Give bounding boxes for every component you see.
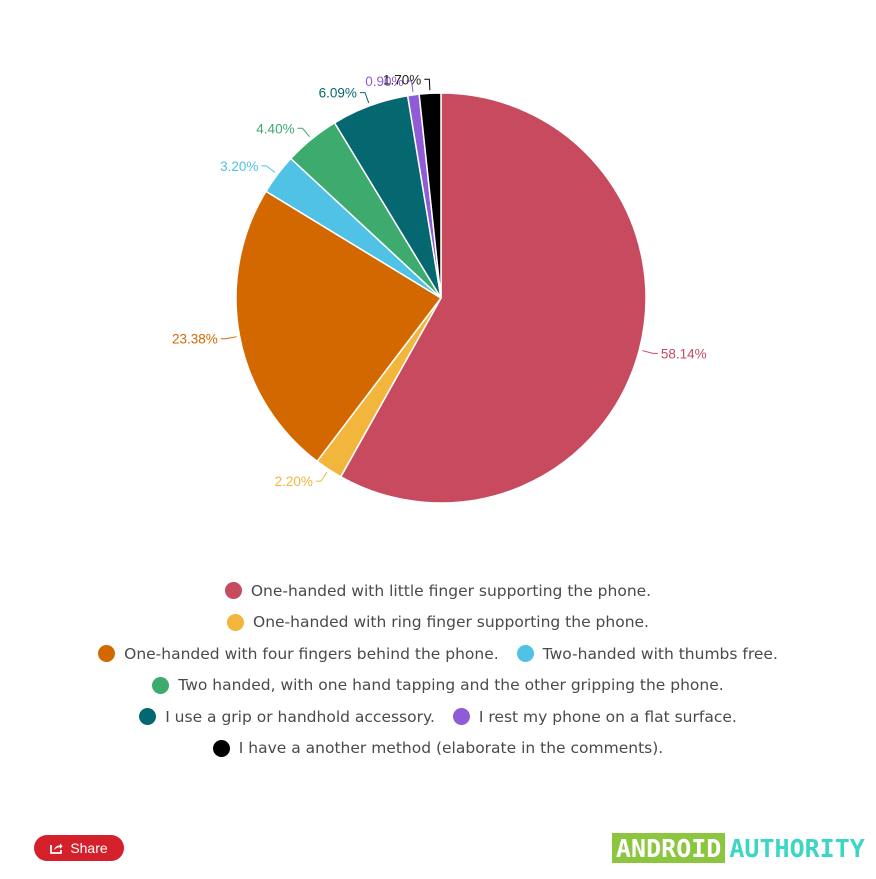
legend-label: I rest my phone on a flat surface. (478, 707, 737, 726)
legend-label: Two handed, with one hand tapping and th… (178, 676, 724, 695)
data-label-connector (424, 78, 431, 91)
data-label: 0.90% (365, 74, 403, 89)
chart-legend: One-handed with little finger supporting… (0, 575, 876, 764)
data-label: 58.14% (661, 346, 707, 361)
legend-row: I use a grip or handhold accessory. I res… (0, 701, 876, 733)
legend-row: One-handed with little finger supporting… (0, 575, 876, 607)
legend-item[interactable]: I use a grip or handhold accessory. (139, 708, 435, 726)
legend-row: One-handed with four fingers behind the … (0, 638, 876, 670)
legend-swatch (212, 739, 230, 757)
data-label-connector (406, 80, 414, 92)
data-label: 6.09% (319, 86, 357, 101)
legend-item[interactable]: Two handed, with one hand tapping and th… (152, 676, 724, 695)
legend-row: I have a another method (elaborate in th… (0, 733, 876, 765)
data-label-connector (220, 336, 237, 340)
legend-label: One-handed with little finger supporting… (250, 581, 652, 600)
data-label-connector (315, 471, 328, 482)
logo-authority-text: AUTHORITY (729, 833, 865, 863)
data-label: 3.20% (220, 159, 258, 174)
legend-label: I have a another method (elaborate in th… (238, 739, 664, 758)
data-label: 1.70% (383, 72, 421, 87)
share-label: Share (70, 840, 108, 856)
data-label-connector (642, 350, 658, 354)
legend-swatch (139, 708, 157, 726)
pie-chart: 58.14% 2.20% 23.38% 3.20% 4.40% 6.09% 0.90%1.7… (172, 72, 707, 504)
legend-item[interactable]: I rest my phone on a flat surface. (452, 707, 737, 726)
legend-item[interactable]: One-handed with four fingers behind the … (98, 645, 499, 663)
data-label: 23.38% (172, 332, 218, 347)
legend-row: Two handed, with one hand tapping and th… (0, 670, 876, 702)
legend-item[interactable]: I have a another method (elaborate in th… (212, 739, 664, 758)
android-authority-logo: ANDROID AUTHORITY (612, 833, 869, 863)
data-label-connector (297, 127, 310, 138)
legend-swatch (516, 645, 534, 663)
pie-slice[interactable] (418, 92, 442, 299)
pie-slice[interactable] (339, 92, 647, 504)
legend-swatch (152, 676, 170, 694)
share-button[interactable]: Share (34, 835, 124, 861)
logo-android-text: ANDROID (612, 833, 726, 863)
data-label: 2.20% (275, 474, 313, 489)
legend-item[interactable]: Two-handed with thumbs free. (516, 644, 778, 663)
legend-item[interactable]: One-handed with little finger supporting… (224, 581, 652, 600)
data-label-connector (261, 165, 276, 173)
legend-swatch (227, 613, 244, 631)
legend-swatch (224, 582, 242, 600)
legend-item[interactable]: One-handed with ring finger supporting t… (227, 613, 649, 631)
legend-row: One-handed with ring finger supporting t… (0, 607, 876, 639)
data-label: 4.40% (256, 121, 294, 136)
legend-label: Two-handed with thumbs free. (542, 644, 778, 663)
data-label-connector (359, 92, 370, 104)
legend-swatch (98, 645, 116, 663)
legend-swatch (452, 708, 470, 726)
legend-label: I use a grip or handhold accessory. (165, 707, 435, 726)
legend-label: One-handed with four fingers behind the … (124, 644, 499, 663)
share-icon (50, 842, 63, 854)
pie-slice[interactable] (235, 190, 443, 463)
legend-label: One-handed with ring finger supporting t… (253, 613, 649, 632)
